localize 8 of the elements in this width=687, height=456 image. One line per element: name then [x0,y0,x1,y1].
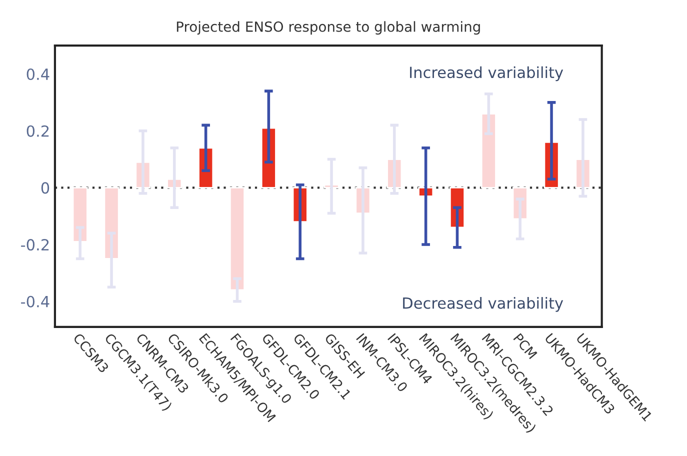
y-tick-label: 0.2 [26,125,49,137]
annotation: Decreased variability [403,297,564,312]
y-tick-label: 0 [41,182,50,194]
y-tick-label: 0.4 [26,68,50,80]
y-tick-label: -0.2 [21,239,49,251]
chart-title: Projected ENSO response to global warming [176,21,480,35]
annotation: Increased variability [410,66,564,82]
y-tick-label: -0.4 [21,296,50,308]
